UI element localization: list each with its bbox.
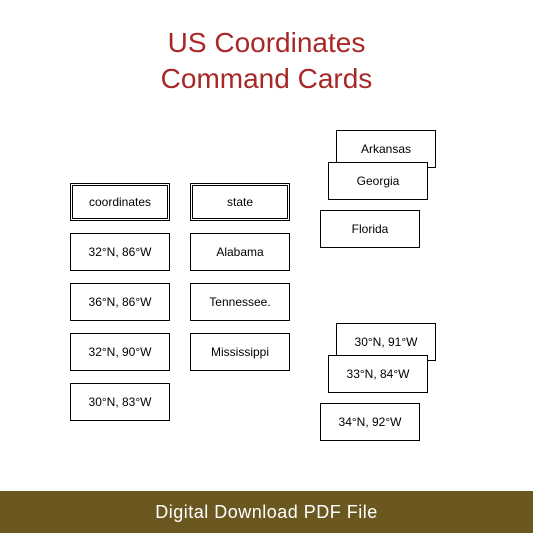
title-line-1: US Coordinates bbox=[0, 25, 533, 61]
stack-top-mid: Georgia bbox=[328, 162, 428, 200]
col1-card-0: 32°N, 86°W bbox=[70, 233, 170, 271]
col2-header-text: state bbox=[227, 195, 253, 209]
stack-bottom-back-text: 30°N, 91°W bbox=[355, 335, 418, 349]
col2-card-0: Alabama bbox=[190, 233, 290, 271]
stack-bottom-front: 34°N, 92°W bbox=[320, 403, 420, 441]
col1-card-1-text: 36°N, 86°W bbox=[89, 295, 152, 309]
col1-header-text: coordinates bbox=[89, 195, 151, 209]
stack-bottom-mid: 33°N, 84°W bbox=[328, 355, 428, 393]
stack-top-front-text: Florida bbox=[352, 222, 389, 236]
col2-header-card: state bbox=[190, 183, 290, 221]
col1-card-3: 30°N, 83°W bbox=[70, 383, 170, 421]
col1-card-2-text: 32°N, 90°W bbox=[89, 345, 152, 359]
stack-bottom-mid-text: 33°N, 84°W bbox=[347, 367, 410, 381]
col2-card-1: Tennessee. bbox=[190, 283, 290, 321]
stack-bottom-front-text: 34°N, 92°W bbox=[339, 415, 402, 429]
col1-card-2: 32°N, 90°W bbox=[70, 333, 170, 371]
cards-area: coordinates 32°N, 86°W 36°N, 86°W 32°N, … bbox=[0, 108, 533, 498]
col1-card-3-text: 30°N, 83°W bbox=[89, 395, 152, 409]
stack-top-back-text: Arkansas bbox=[361, 142, 411, 156]
col1-card-0-text: 32°N, 86°W bbox=[89, 245, 152, 259]
footer-text: Digital Download PDF File bbox=[155, 502, 378, 523]
col1-card-1: 36°N, 86°W bbox=[70, 283, 170, 321]
page-title: US Coordinates Command Cards bbox=[0, 0, 533, 98]
col2-card-2-text: Mississippi bbox=[211, 345, 269, 359]
footer-banner: Digital Download PDF File bbox=[0, 491, 533, 533]
col2-card-0-text: Alabama bbox=[216, 245, 263, 259]
col2-card-1-text: Tennessee. bbox=[209, 295, 270, 309]
stack-top-mid-text: Georgia bbox=[357, 174, 400, 188]
col1-header-card: coordinates bbox=[70, 183, 170, 221]
title-line-2: Command Cards bbox=[0, 61, 533, 97]
col2-card-2: Mississippi bbox=[190, 333, 290, 371]
stack-top-front: Florida bbox=[320, 210, 420, 248]
